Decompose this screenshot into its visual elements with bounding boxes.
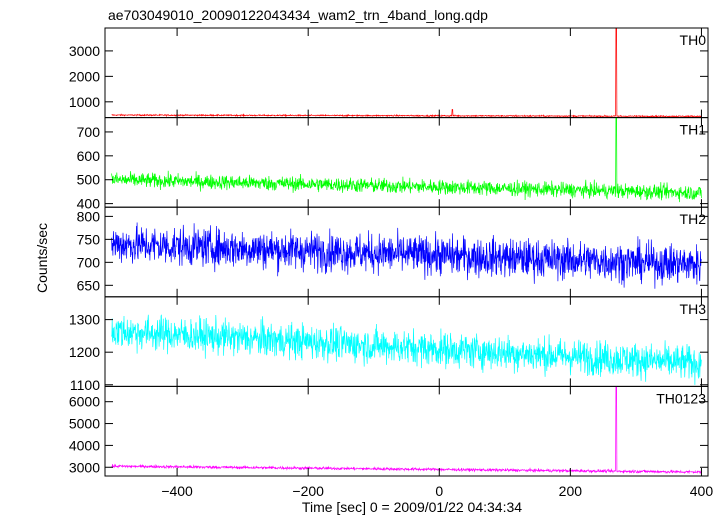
chart-title: ae703049010_20090122043434_wam2_trn_4ban… <box>108 7 488 23</box>
y-tick-label: 4000 <box>69 437 100 453</box>
panel-label: TH3 <box>680 301 707 317</box>
y-tick-label: 750 <box>77 231 101 247</box>
y-tick-label: 800 <box>77 208 101 224</box>
panel-th1: 400 500 600 700 TH1 <box>77 117 709 212</box>
y-tick-label: 3000 <box>69 459 100 475</box>
x-tick-label: 0 <box>435 483 443 499</box>
y-tick-label: 700 <box>77 254 101 270</box>
panel-frame <box>104 385 709 477</box>
panel-th3: 1100 1200 1300 TH3 <box>69 296 709 393</box>
x-tick-label: 200 <box>559 483 583 499</box>
y-tick-label: 500 <box>77 172 101 188</box>
x-axis-title: Time [sec] 0 = 2009/01/22 04:34:34 <box>302 499 522 515</box>
y-tick-label: 1100 <box>70 377 100 393</box>
x-tick-label: 400 <box>690 483 714 499</box>
y-tick-label: 400 <box>77 196 101 212</box>
panel-th2: 650 700 750 800 TH2 <box>77 206 709 298</box>
series-line-th0123 <box>111 386 702 475</box>
panel-th0123: 3000 4000 5000 6000 TH0123 <box>69 385 709 477</box>
panel-th0: 1000 2000 3000 TH0 <box>69 27 709 119</box>
panel-label: TH0 <box>680 32 707 48</box>
series-line-th0 <box>111 27 702 119</box>
panel-label: TH1 <box>680 122 707 138</box>
x-tick-label: −400 <box>161 483 193 499</box>
y-tick-label: 2000 <box>69 68 100 84</box>
y-tick-label: 1300 <box>69 312 100 328</box>
y-tick-label: 650 <box>77 277 101 293</box>
y-tick-label: 5000 <box>69 416 100 432</box>
panel-frame <box>104 27 709 119</box>
y-tick-label: 700 <box>77 124 101 140</box>
series-line-th1 <box>111 117 702 203</box>
panel-label: TH0123 <box>656 390 706 406</box>
y-tick-label: 3000 <box>69 43 100 59</box>
x-tick-label: −200 <box>292 483 324 499</box>
y-tick-label: 1000 <box>69 94 100 110</box>
y-tick-label: 6000 <box>69 394 100 410</box>
y-tick-label: 600 <box>77 148 101 164</box>
series-line-th3 <box>111 314 702 385</box>
y-tick-label: 1200 <box>69 344 100 360</box>
panel-frame <box>104 117 709 208</box>
panel-label: TH2 <box>680 211 707 227</box>
y-axis-title: Counts/sec <box>34 223 50 293</box>
series-line-th2 <box>111 222 702 289</box>
